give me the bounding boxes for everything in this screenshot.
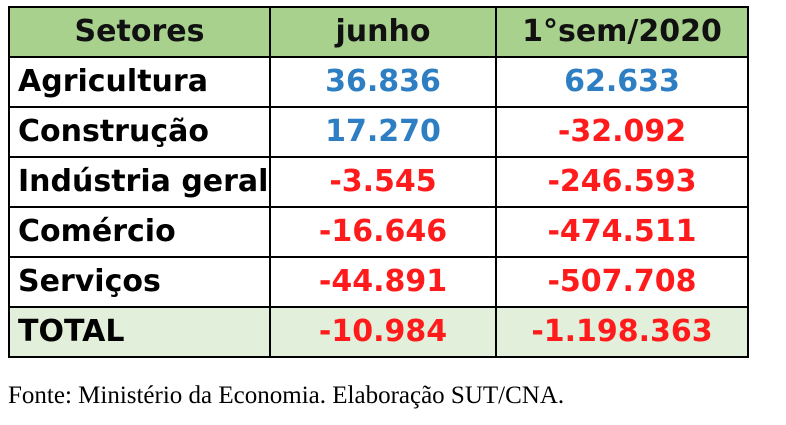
june-value: 36.836 — [269, 56, 497, 108]
total-june-value: -10.984 — [269, 306, 497, 358]
table-row: Construção 17.270 -32.092 — [8, 106, 749, 158]
semester-value: -474.511 — [495, 206, 749, 258]
semester-value: 62.633 — [495, 56, 749, 108]
table-row: Comércio -16.646 -474.511 — [8, 206, 749, 258]
header-semester: 1°sem/2020 — [495, 6, 749, 58]
june-value: -16.646 — [269, 206, 497, 258]
sector-name: Agricultura — [8, 56, 271, 108]
june-value: -44.891 — [269, 256, 497, 308]
total-semester-value: -1.198.363 — [495, 306, 749, 358]
table-row: Indústria geral -3.545 -246.593 — [8, 156, 749, 208]
source-caption: Fonte: Ministério da Economia. Elaboraçã… — [8, 382, 565, 409]
header-row: Setores junho 1°sem/2020 — [8, 6, 749, 58]
total-row: TOTAL -10.984 -1.198.363 — [8, 306, 749, 358]
sector-name: Indústria geral — [8, 156, 271, 208]
sectors-table: Setores junho 1°sem/2020 Agricultura 36.… — [8, 6, 749, 358]
semester-value: -507.708 — [495, 256, 749, 308]
total-label: TOTAL — [8, 306, 271, 358]
header-sectors: Setores — [8, 6, 271, 58]
semester-value: -32.092 — [495, 106, 749, 158]
june-value: -3.545 — [269, 156, 497, 208]
semester-value: -246.593 — [495, 156, 749, 208]
header-june: junho — [269, 6, 497, 58]
table-row: Serviços -44.891 -507.708 — [8, 256, 749, 308]
june-value: 17.270 — [269, 106, 497, 158]
sector-name: Comércio — [8, 206, 271, 258]
sector-name: Serviços — [8, 256, 271, 308]
sector-name: Construção — [8, 106, 271, 158]
table-row: Agricultura 36.836 62.633 — [8, 56, 749, 108]
